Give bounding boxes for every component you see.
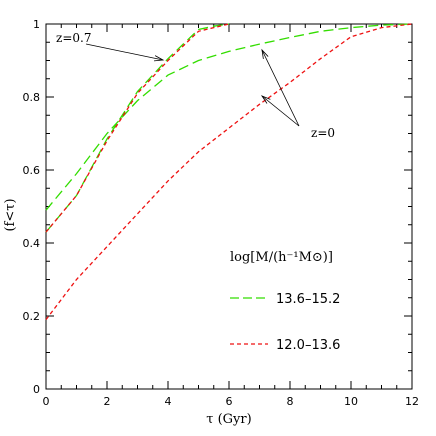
x-tick-label: 8 bbox=[287, 395, 294, 408]
x-tick-label: 0 bbox=[43, 395, 50, 408]
plot-border bbox=[45, 23, 413, 390]
series-line-2-z0p7 bbox=[45, 23, 230, 233]
y-tick-label: 0.6 bbox=[23, 164, 41, 177]
x-axis-label: τ (Gyr) bbox=[206, 412, 251, 427]
series-line-0-z0 bbox=[45, 23, 413, 211]
x-tick-label: 10 bbox=[344, 395, 358, 408]
annotation-z0p7: z=0.7 bbox=[56, 31, 91, 45]
series-line-3-z0p7 bbox=[45, 23, 230, 233]
y-tick-label: 0 bbox=[33, 383, 40, 396]
x-tick-label: 6 bbox=[226, 395, 233, 408]
plot-frame bbox=[45, 23, 413, 390]
legend-title: log[M/(h⁻¹M⊙)] bbox=[230, 250, 333, 265]
legend-label-low-mass: 12.0–13.6 bbox=[276, 338, 340, 353]
y-tick-label: 0.4 bbox=[23, 237, 41, 250]
arrow-z0-lower bbox=[261, 95, 300, 127]
legend: log[M/(h⁻¹M⊙)] 13.6–15.2 12.0–13.6 bbox=[230, 250, 340, 353]
y-tick-label: 0.8 bbox=[23, 91, 41, 104]
axis-ticks: 0 2 4 6 8 10 12 0 0.2 0.4 0.6 0.8 1 bbox=[23, 18, 420, 408]
x-tick-label: 4 bbox=[165, 395, 172, 408]
arrow-z0-upper-head bbox=[261, 48, 269, 59]
series-layer bbox=[45, 23, 413, 321]
y-tick-label: 0.2 bbox=[23, 310, 41, 323]
annotation-z0: z=0 bbox=[311, 126, 335, 140]
arrow-z0-lower-head bbox=[260, 95, 271, 104]
y-tick-label: 1 bbox=[33, 18, 40, 31]
arrow-z0-upper bbox=[261, 49, 300, 127]
x-tick-label: 12 bbox=[405, 395, 419, 408]
annotations: z=0.7 z=0 bbox=[56, 31, 335, 140]
arrow-z0p7-head bbox=[154, 55, 165, 62]
series-line-1-z0 bbox=[45, 23, 413, 321]
x-tick-label: 2 bbox=[104, 395, 111, 408]
y-axis-label: (f<τ) bbox=[3, 198, 18, 231]
legend-label-high-mass: 13.6–15.2 bbox=[276, 292, 340, 307]
arrow-z0p7 bbox=[85, 43, 164, 61]
